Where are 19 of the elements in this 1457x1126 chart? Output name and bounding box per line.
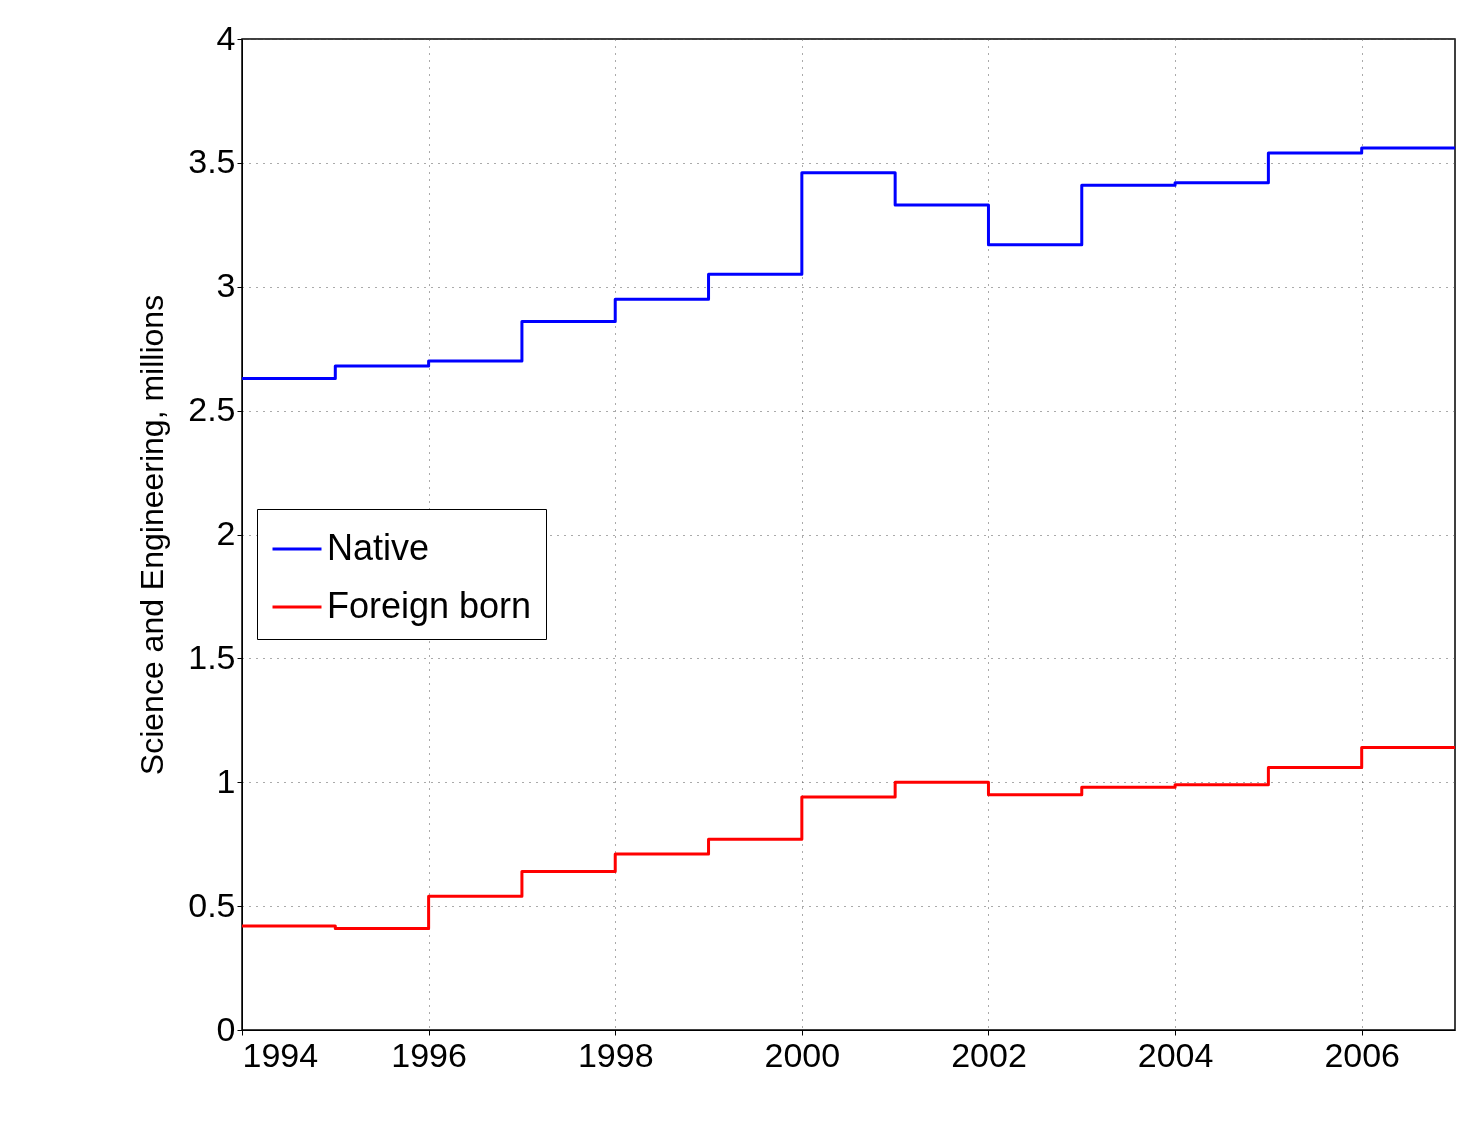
y-tick-label: 4	[216, 18, 236, 57]
y-tick-label: 3	[216, 266, 236, 305]
x-tick-label: 1994	[242, 1035, 319, 1074]
legend-label: Native	[327, 527, 430, 568]
legend-label: Foreign born	[327, 585, 532, 626]
x-tick-label: 2000	[764, 1035, 841, 1074]
y-tick-label: 2.5	[188, 390, 236, 429]
x-tick-label: 1996	[391, 1035, 467, 1074]
y-tick-label: 1.5	[188, 637, 236, 676]
y-tick-label: 1	[216, 761, 236, 800]
x-tick-label: 1998	[577, 1035, 654, 1074]
y-tick-label: 0	[216, 1009, 236, 1048]
y-tick-label: 0.5	[188, 885, 236, 924]
y-tick-label: 2	[216, 514, 236, 552]
x-tick-label: 2002	[951, 1035, 1027, 1074]
y-tick-label: 3.5	[188, 142, 236, 181]
x-tick-label: 2004	[1137, 1035, 1214, 1074]
x-tick-label: 2006	[1324, 1035, 1401, 1074]
y-axis-title: Science and Engineering, millions	[134, 294, 171, 776]
